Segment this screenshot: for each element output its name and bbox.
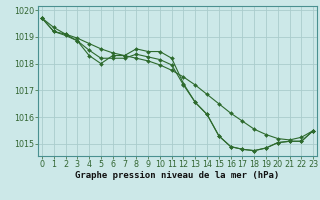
X-axis label: Graphe pression niveau de la mer (hPa): Graphe pression niveau de la mer (hPa) (76, 171, 280, 180)
